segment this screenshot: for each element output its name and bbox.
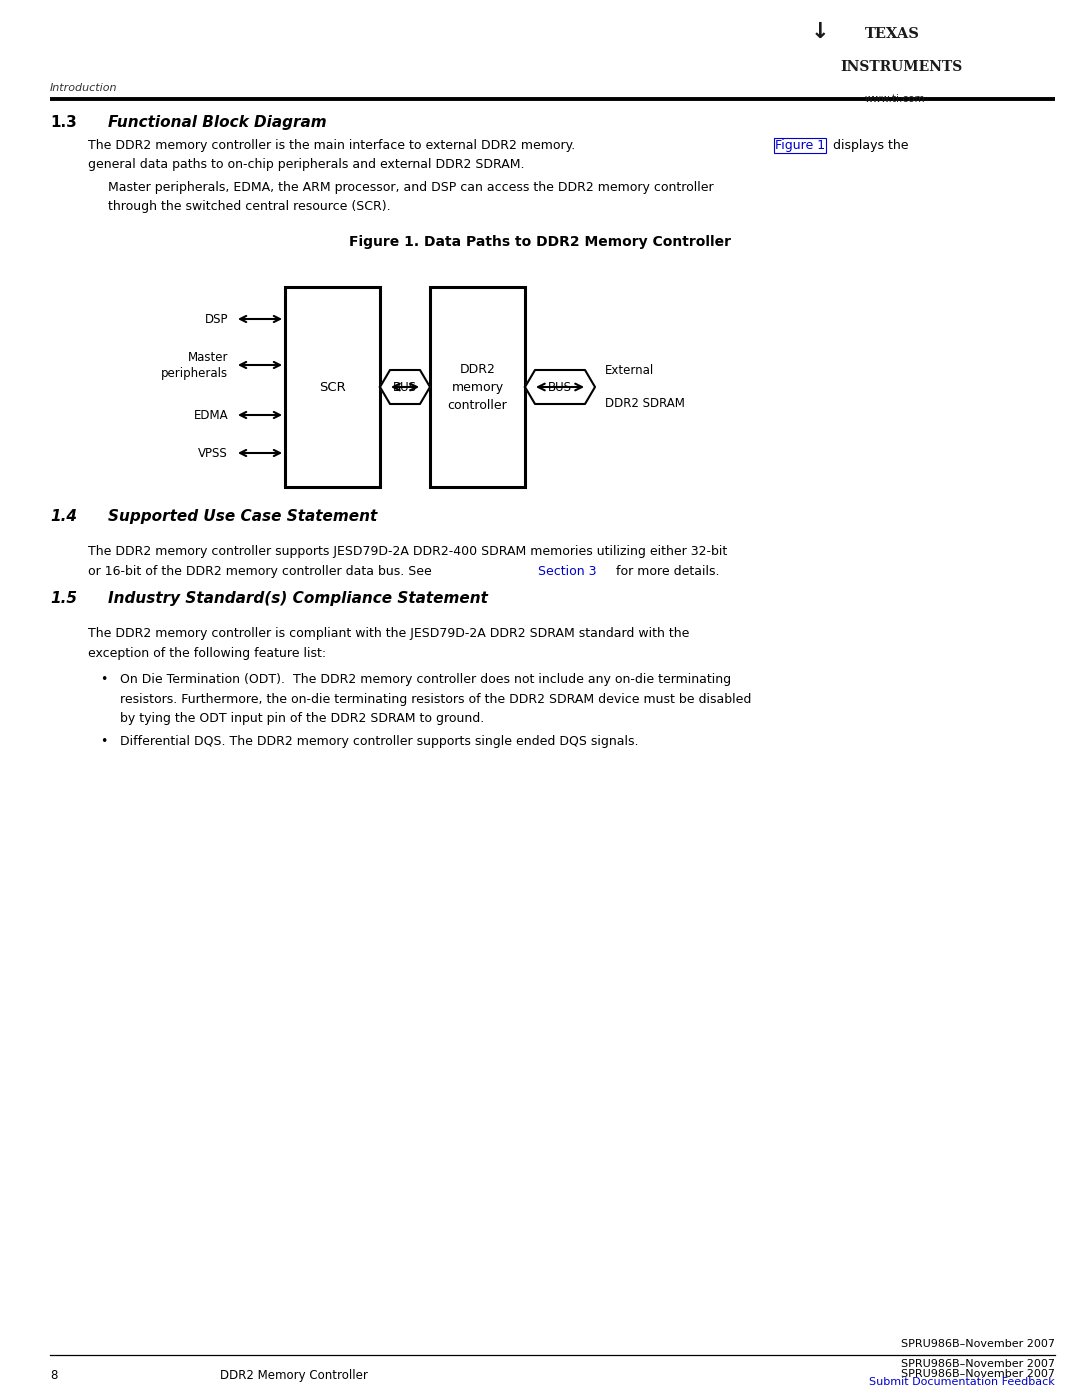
Polygon shape — [380, 370, 430, 404]
Text: resistors. Furthermore, the on-die terminating resistors of the DDR2 SDRAM devic: resistors. Furthermore, the on-die termi… — [120, 693, 752, 705]
Bar — [285, 286, 380, 488]
Text: or 16-bit of the DDR2 memory controller data bus. See: or 16-bit of the DDR2 memory controller … — [87, 564, 432, 578]
Text: DDR2 SDRAM: DDR2 SDRAM — [605, 397, 685, 409]
Text: DSP: DSP — [204, 313, 228, 326]
Text: SCR: SCR — [319, 380, 346, 394]
Text: Master
peripherals: Master peripherals — [161, 351, 228, 380]
Text: The DDR2 memory controller supports JESD79D-2A DDR2-400 SDRAM memories utilizing: The DDR2 memory controller supports JESD… — [87, 545, 727, 557]
Text: Master peripherals, EDMA, the ARM processor, and DSP can access the DDR2 memory : Master peripherals, EDMA, the ARM proces… — [108, 182, 714, 194]
Text: by tying the ODT input pin of the DDR2 SDRAM to ground.: by tying the ODT input pin of the DDR2 S… — [120, 712, 484, 725]
Text: External: External — [605, 365, 654, 377]
Text: 1.3: 1.3 — [50, 115, 77, 130]
Text: BUS: BUS — [548, 380, 572, 394]
Text: •: • — [100, 735, 107, 747]
Text: Supported Use Case Statement: Supported Use Case Statement — [108, 509, 377, 524]
Text: SPRU986B–November 2007: SPRU986B–November 2007 — [901, 1359, 1055, 1369]
Text: 1.4: 1.4 — [50, 509, 77, 524]
Text: EDMA: EDMA — [193, 408, 228, 422]
Text: 8: 8 — [50, 1369, 57, 1382]
Text: for more details.: for more details. — [616, 564, 719, 578]
Text: DDR2
memory
controller: DDR2 memory controller — [447, 362, 508, 412]
Text: exception of the following feature list:: exception of the following feature list: — [87, 647, 326, 659]
Text: Industry Standard(s) Compliance Statement: Industry Standard(s) Compliance Statemen… — [108, 591, 488, 606]
Text: •: • — [100, 673, 107, 686]
Text: Figure 1: Figure 1 — [775, 138, 825, 152]
Text: DDR2 Memory Controller: DDR2 Memory Controller — [220, 1369, 368, 1382]
Text: Differential DQS. The DDR2 memory controller supports single ended DQS signals.: Differential DQS. The DDR2 memory contro… — [120, 735, 638, 747]
Text: SPRU986B–November 2007: SPRU986B–November 2007 — [901, 1369, 1055, 1379]
Text: Submit Documentation Feedback: Submit Documentation Feedback — [869, 1377, 1055, 1387]
Text: ↓: ↓ — [811, 22, 829, 42]
Text: The DDR2 memory controller is the main interface to external DDR2 memory.: The DDR2 memory controller is the main i… — [87, 138, 576, 152]
Text: Introduction: Introduction — [50, 82, 118, 94]
Bar — [430, 286, 525, 488]
Text: www.ti.com: www.ti.com — [865, 94, 926, 103]
Text: displays the: displays the — [833, 138, 908, 152]
Text: INSTRUMENTS: INSTRUMENTS — [840, 60, 962, 74]
Text: The DDR2 memory controller is compliant with the JESD79D-2A DDR2 SDRAM standard : The DDR2 memory controller is compliant … — [87, 627, 689, 640]
Text: On Die Termination (ODT).  The DDR2 memory controller does not include any on-di: On Die Termination (ODT). The DDR2 memor… — [120, 673, 731, 686]
Text: TEXAS: TEXAS — [865, 27, 920, 41]
Text: Figure 1. Data Paths to DDR2 Memory Controller: Figure 1. Data Paths to DDR2 Memory Cont… — [349, 235, 731, 249]
Text: through the switched central resource (SCR).: through the switched central resource (S… — [108, 200, 391, 212]
Text: general data paths to on-chip peripherals and external DDR2 SDRAM.: general data paths to on-chip peripheral… — [87, 158, 525, 170]
Polygon shape — [525, 370, 595, 404]
Text: SPRU986B–November 2007: SPRU986B–November 2007 — [901, 1338, 1055, 1350]
Text: Functional Block Diagram: Functional Block Diagram — [108, 115, 326, 130]
Text: VPSS: VPSS — [199, 447, 228, 460]
Text: 1.5: 1.5 — [50, 591, 77, 606]
Text: BUS: BUS — [393, 380, 417, 394]
Text: Section 3: Section 3 — [538, 564, 596, 578]
